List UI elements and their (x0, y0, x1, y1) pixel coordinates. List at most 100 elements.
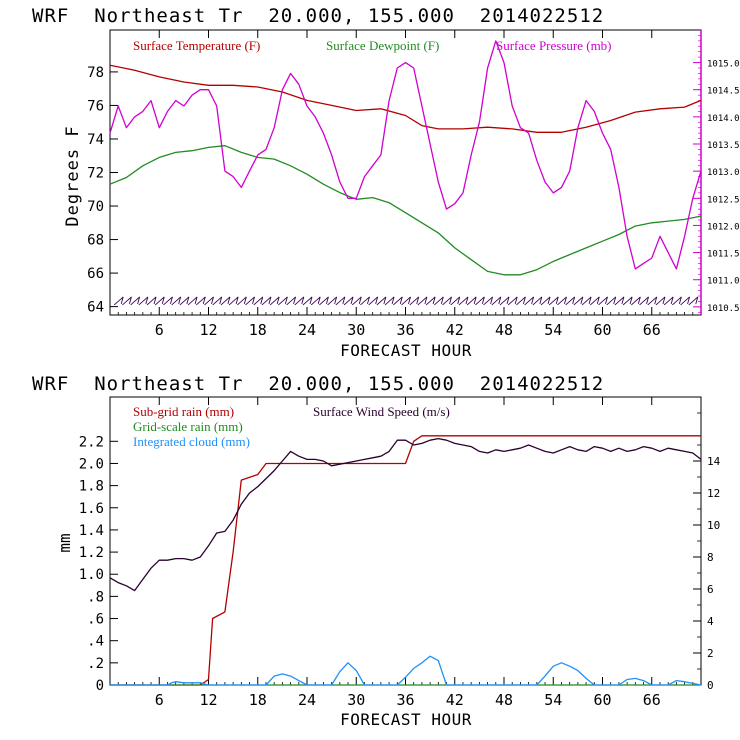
wind-barb-flag (161, 296, 165, 305)
wind-barb (417, 296, 428, 306)
wind-barb-flag (260, 296, 264, 305)
dewpoint-line (109, 145, 702, 276)
bottom-xtick-label: 42 (446, 691, 464, 709)
wind-barb (302, 296, 313, 306)
wind-barb-flag (514, 296, 518, 305)
bottom-xtick-label: 66 (643, 691, 661, 709)
legend-dewpoint: Surface Dewpoint (F) (326, 38, 439, 53)
bottom-xtick-label: 12 (199, 691, 217, 709)
top-y2tick-label: 1013.5 (707, 141, 740, 151)
wind-barb-flag (531, 296, 535, 305)
wind-barb (278, 296, 288, 306)
bottom-ytick-label: 1.6 (79, 501, 104, 517)
wind-barb-flag (646, 296, 649, 305)
wind-barb (589, 296, 600, 306)
bottom-y2tick-label: 12 (707, 487, 720, 500)
wind-barb (245, 296, 255, 306)
wind-barb (655, 296, 666, 306)
bottom-y2tick-label: 6 (707, 583, 714, 596)
bottom-y2tick-label: 10 (707, 519, 720, 532)
bottom-y2tick-label: 14 (707, 455, 721, 468)
top-ytick-label: 68 (87, 233, 104, 249)
wind-barb (253, 296, 264, 306)
top-xtick-label: 48 (495, 321, 513, 339)
top-xtick-label: 54 (544, 321, 562, 339)
wind-barb-flag (522, 296, 526, 305)
wind-barb (384, 296, 395, 306)
wind-barb (319, 296, 329, 306)
wind-barb-flag (219, 296, 223, 305)
wind-barb (639, 296, 649, 306)
wind-barb (647, 296, 658, 306)
wind-barb-flag (637, 296, 641, 305)
wind-barb-flag (375, 296, 379, 305)
wind-barb-flag (457, 296, 461, 305)
wind-barb (466, 296, 477, 306)
bottom-ytick-label: 1.4 (79, 523, 104, 539)
wind-barb-flag (506, 296, 510, 305)
wind-barb-flag (613, 296, 617, 305)
wind-barb (138, 296, 149, 306)
wind-barb-flag (334, 296, 338, 305)
cloud-line (110, 655, 702, 686)
wind-barb (401, 296, 411, 306)
wind-barb-flag (243, 296, 247, 305)
wind-barb (351, 296, 362, 306)
wind-barb (557, 296, 567, 306)
wind-barb (269, 296, 280, 306)
wind-barb (598, 296, 608, 306)
top-xtick-label: 18 (249, 321, 267, 339)
wind-barb (113, 296, 124, 306)
wind-barb (499, 296, 510, 306)
wind-barb (294, 296, 305, 306)
top-ytick-label: 64 (87, 300, 104, 316)
wind-barb-flag (481, 296, 485, 305)
wind-barb-flag (662, 296, 666, 305)
top-ytick-label: 72 (87, 166, 104, 182)
wind-barb-flag (276, 296, 280, 305)
wind-barb (475, 296, 485, 306)
top-y2tick-label: 1010.5 (707, 304, 740, 314)
wind-barb-flag (350, 296, 354, 305)
wind-barb (581, 296, 592, 306)
bottom-xtick-label: 18 (249, 691, 267, 709)
wind-barb (146, 296, 157, 306)
wind-speed-line (109, 437, 702, 592)
wind-barb (376, 296, 387, 306)
wind-barb-flag (383, 296, 387, 305)
wind-barb (360, 296, 370, 306)
wind-barb-flag (580, 296, 584, 305)
wind-barb (606, 296, 617, 306)
wind-barb (286, 296, 296, 306)
wind-barb-flag (498, 296, 502, 305)
top-panel-axes: 6 12 18 24 30 36 42 48 54 60 66 64 66 68 70 72 74 76 78 101… (87, 30, 740, 339)
bottom-xtick-label: 60 (593, 691, 611, 709)
bottom-xtick-label: 24 (298, 691, 316, 709)
bottom-panel-xlabel: FORECAST HOUR (340, 710, 472, 729)
wind-barb (622, 296, 633, 306)
wind-barb (507, 296, 518, 306)
wind-barb-flag (284, 296, 288, 305)
wind-barb (680, 296, 690, 306)
top-ytick-label: 78 (87, 65, 104, 81)
top-xtick-label: 36 (396, 321, 414, 339)
wind-barb-flag (539, 296, 543, 305)
wind-barb-flag (128, 296, 132, 305)
wind-barb-flag (391, 296, 395, 305)
top-panel-wind-barbs (113, 296, 699, 306)
top-xtick-label: 60 (593, 321, 611, 339)
wind-barb (491, 296, 502, 306)
wind-barb-flag (252, 296, 255, 305)
wind-barb (409, 296, 420, 306)
bottom-ytick-label: .6 (87, 612, 104, 628)
top-y2tick-label: 1015.0 (707, 60, 740, 70)
top-panel: WRF Northeast Tr 20.000, 155.000 2014022… (32, 5, 740, 360)
wind-barb (163, 296, 173, 306)
wind-barb (434, 296, 444, 306)
wind-barb (450, 296, 461, 306)
wind-barb-flag (293, 296, 297, 305)
bottom-panel-header: WRF Northeast Tr 20.000, 155.000 2014022… (32, 373, 604, 395)
wind-barb-flag (678, 296, 682, 305)
wind-barb (261, 296, 272, 306)
